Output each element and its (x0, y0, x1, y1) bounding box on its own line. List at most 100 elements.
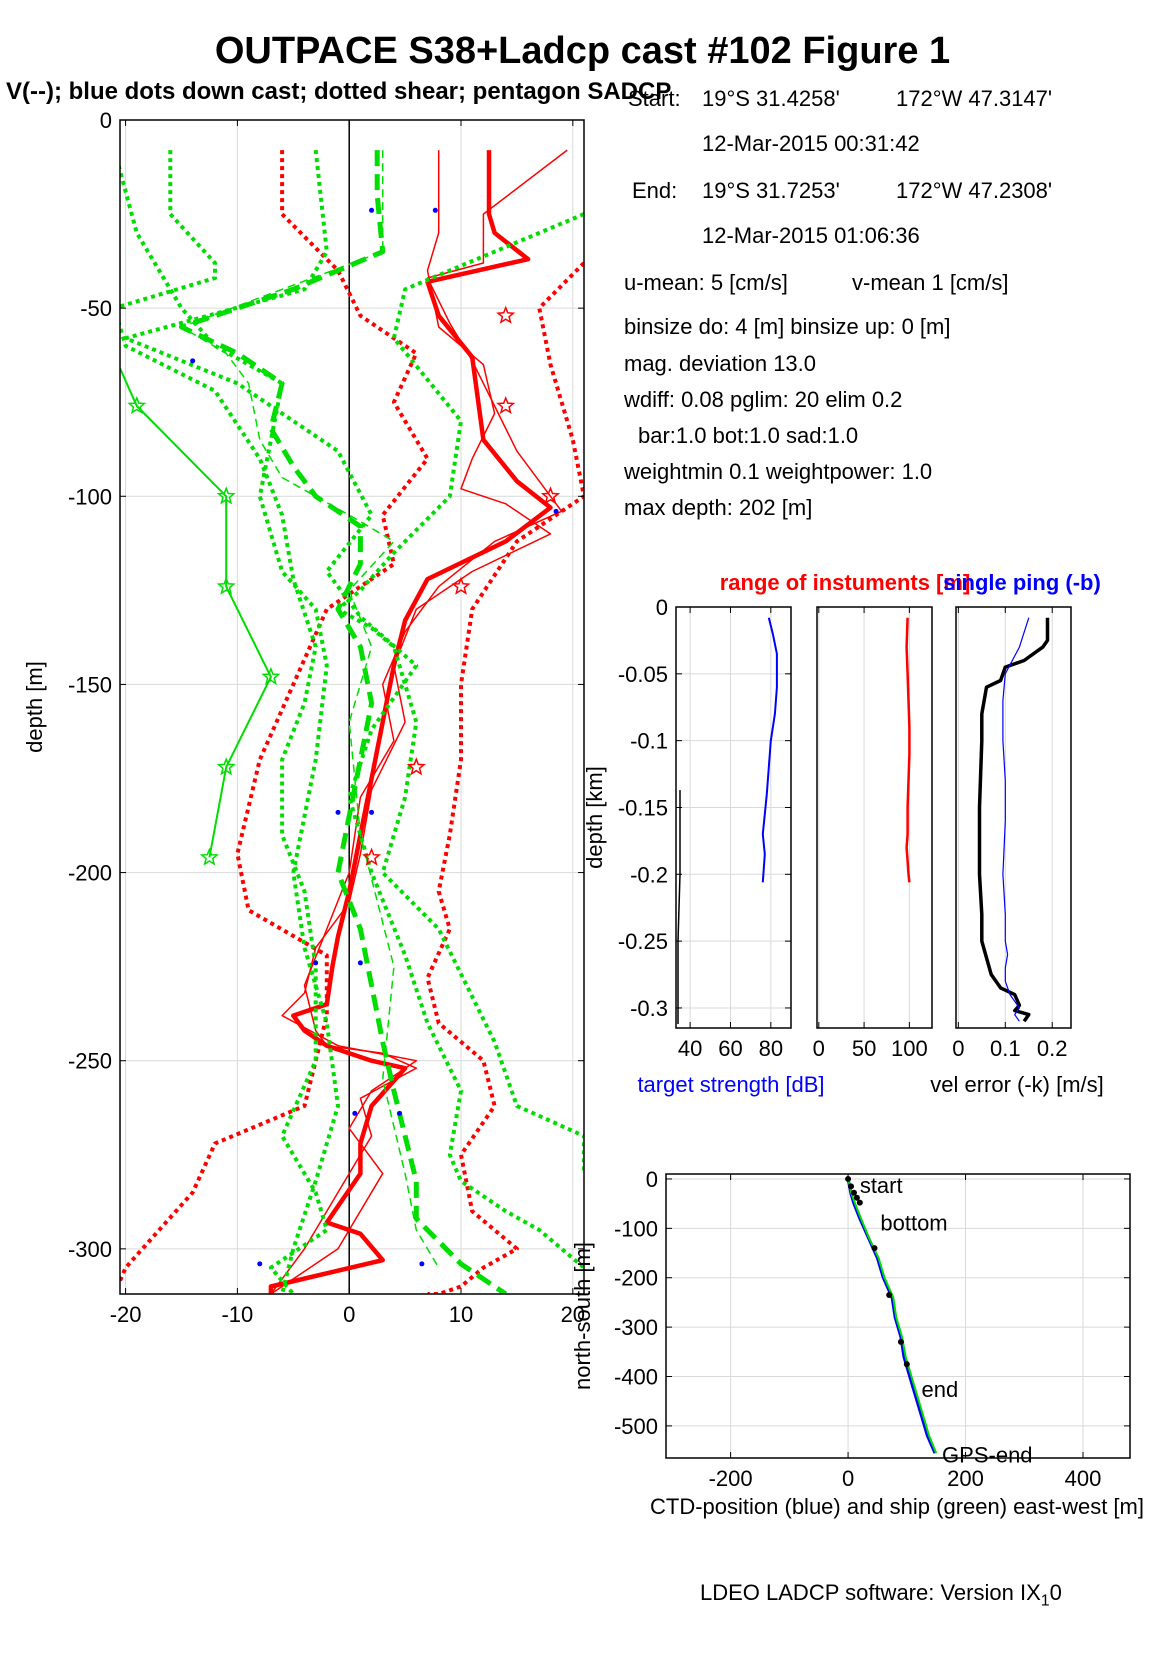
target-strength-xtick-label: 60 (718, 1036, 742, 1061)
sadcp-v-star-marker (216, 757, 236, 776)
velocity-profile-series-v-shear-left (120, 150, 329, 1294)
down-cast-dot (419, 1261, 425, 1267)
position-annotation: start (860, 1173, 903, 1198)
range-series-range (905, 617, 911, 883)
info-start-label: Start: (628, 86, 681, 111)
target-strength-ytick-label: -0.15 (618, 795, 668, 820)
target-strength-xlabel: target strength [dB] (637, 1072, 824, 1097)
position-plot-area (666, 1174, 1130, 1458)
velocity-profile-ytick-label: -200 (68, 861, 112, 886)
sadcp-u-star-marker (540, 486, 561, 505)
info-weight: weightmin 0.1 weightpower: 1.0 (624, 459, 933, 484)
velocity-profile-series-sadcp-v (120, 367, 272, 858)
down-cast-dot (352, 1110, 358, 1116)
down-cast-dot (369, 207, 375, 213)
sadcp-u-star-marker (496, 395, 516, 415)
velocity-profile-xtick-label: 20 (561, 1302, 585, 1327)
velocity-profile-series-u-up (270, 149, 568, 1294)
target-strength-xtick-label: 40 (678, 1036, 702, 1061)
position-annotation: GPS-end (942, 1443, 1033, 1468)
vel-error-xtick-label: 0 (952, 1036, 964, 1061)
info-start-lat: 19°S 31.4258' (702, 86, 840, 111)
vel-error-xtick-label: 0.2 (1037, 1036, 1068, 1061)
velocity-profile-series-u-shear-left (120, 150, 430, 1286)
position-black-dot (871, 1245, 878, 1252)
sadcp-u-star-marker (496, 305, 516, 324)
info-max-depth: max depth: 202 [m] (624, 495, 813, 520)
position-xlabel: CTD-position (blue) and ship (green) eas… (650, 1494, 1144, 1519)
info-mag-deviation: mag. deviation 13.0 (624, 351, 817, 376)
velocity-profile-ytick-label: -150 (68, 672, 112, 697)
sadcp-v-star-marker (199, 847, 220, 866)
velocity-profile-xtick-label: 0 (343, 1302, 355, 1327)
velocity-profile-ytick-label: -300 (68, 1237, 112, 1262)
target-strength-ylabel: depth [km] (582, 766, 607, 869)
position-black-dot (897, 1338, 904, 1345)
position-black-dot (903, 1361, 910, 1368)
range-plot-area (818, 607, 911, 1028)
target-strength-series-ts-low (677, 790, 681, 1024)
velocity-profile-series-v-shear-right (123, 149, 584, 1270)
position-annotation: end (921, 1377, 958, 1402)
velocity-profile-xtick-label: 10 (449, 1302, 473, 1327)
footer-text: LDEO LADCP software: Version IX10 (700, 1580, 1062, 1610)
down-cast-dot (397, 1110, 403, 1116)
range-xtick-label: 100 (891, 1036, 928, 1061)
vel-error-title: single ping (-b) (943, 570, 1101, 595)
info-start-time: 12-Mar-2015 00:31:42 (702, 131, 920, 156)
sadcp-v-star-marker (216, 486, 236, 505)
position-annotation: bottom (880, 1210, 947, 1235)
down-cast-dot (432, 207, 438, 213)
position-ytick-label: -500 (614, 1414, 658, 1439)
vel-error-series-err-k (977, 617, 1050, 1023)
down-cast-dot (369, 809, 375, 815)
range-xtick-label: 0 (813, 1036, 825, 1061)
info-end-lat: 19°S 31.7253' (702, 178, 840, 203)
velocity-profile-ytick-label: 0 (100, 108, 112, 133)
velocity-profile-frame (119, 119, 585, 1295)
footer-version: LDEO LADCP software: Version IX (700, 1580, 1041, 1605)
info-v-mean: v-mean 1 [cm/s] (852, 270, 1009, 295)
vel-error-frame (955, 606, 1072, 1029)
position-black-dot (856, 1199, 863, 1206)
velocity-profile-plot-area (120, 120, 584, 1294)
velocity-profile-ytick-label: -100 (68, 484, 112, 509)
target-strength-ytick-label: -0.05 (618, 662, 668, 687)
sadcp-u-star-marker (362, 847, 382, 866)
target-strength-ytick-label: -0.2 (630, 862, 668, 887)
velocity-profile-series-v-up (180, 150, 440, 1269)
target-strength-xtick-label: 80 (759, 1036, 783, 1061)
position-black-dot (886, 1292, 893, 1299)
down-cast-dot (313, 960, 319, 966)
info-end-time: 12-Mar-2015 01:06:36 (702, 223, 920, 248)
position-frame (665, 1173, 1131, 1459)
position-ylabel: north-south [m] (570, 1242, 595, 1390)
position-ytick-label: -300 (614, 1315, 658, 1340)
target-strength-ytick-label: -0.1 (630, 729, 668, 754)
range-xtick-label: 50 (852, 1036, 876, 1061)
position-xtick-label: 400 (1065, 1466, 1102, 1491)
velocity-profile-series-u-down (270, 150, 552, 1294)
target-strength-frame (675, 606, 792, 1029)
footer-tail: 0 (1049, 1580, 1062, 1605)
position-black-dot (848, 1183, 855, 1190)
range-frame (816, 606, 933, 1029)
target-strength-ytick-label: -0.25 (618, 929, 668, 954)
down-cast-dot (553, 508, 559, 514)
down-cast-dot (335, 809, 341, 815)
position-ytick-label: -100 (614, 1216, 658, 1241)
velocity-profile-ytick-label: -50 (80, 296, 112, 321)
vel-error-xtick-label: 0.1 (990, 1036, 1021, 1061)
down-cast-dot (357, 960, 363, 966)
sadcp-v-star-marker (216, 576, 236, 595)
footer-subscript: 1 (1040, 1592, 1050, 1610)
down-cast-dot (257, 1261, 263, 1267)
position-series-ctd (846, 1178, 937, 1454)
vel-error-plot-area (957, 607, 1053, 1028)
info-start-lon: 172°W 47.3147' (896, 86, 1053, 111)
target-strength-plot-area (676, 607, 791, 1028)
velocity-profile-series-u-shear-right (425, 261, 584, 1294)
vel-error-xlabel: vel error (-k) [m/s] (930, 1072, 1104, 1097)
page-title: OUTPACE S38+Ladcp cast #102 Figure 1 (214, 30, 951, 72)
